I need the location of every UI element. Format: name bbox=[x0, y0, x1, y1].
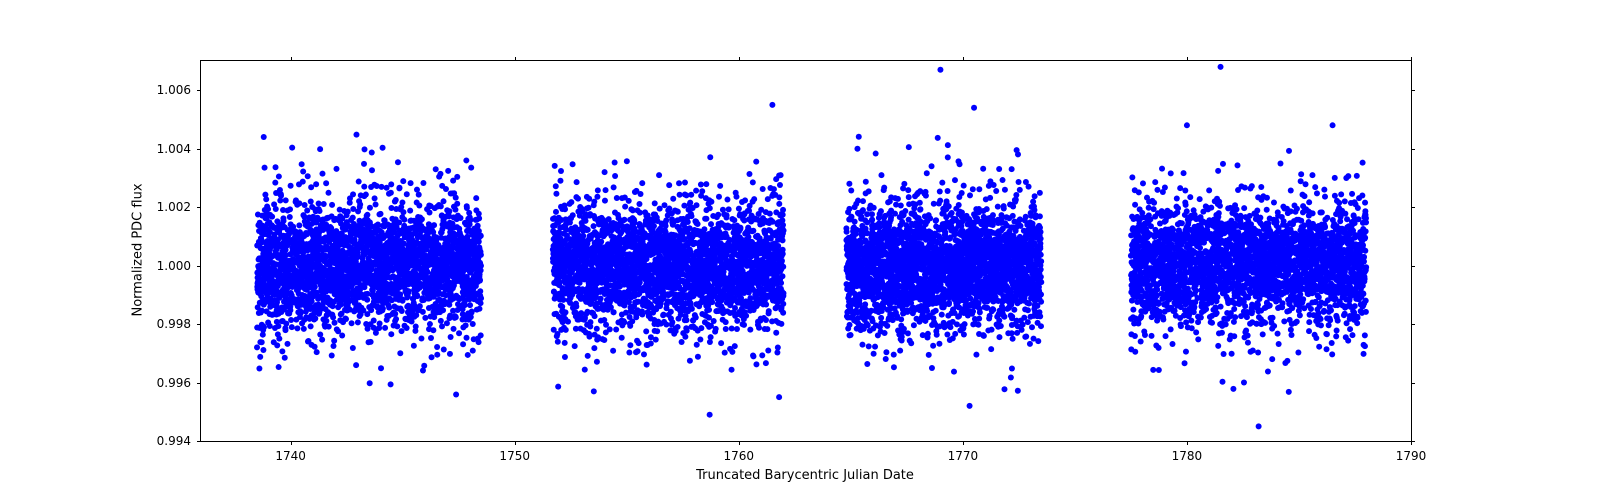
x-tick bbox=[515, 441, 516, 445]
y-tick bbox=[1411, 207, 1415, 208]
plot-area bbox=[201, 61, 1411, 441]
y-tick bbox=[1411, 90, 1415, 91]
y-tick-label: 0.994 bbox=[157, 434, 191, 448]
y-tick bbox=[197, 90, 201, 91]
x-tick-label: 1740 bbox=[275, 449, 306, 463]
y-tick-label: 1.004 bbox=[157, 142, 191, 156]
x-tick bbox=[515, 57, 516, 61]
y-tick bbox=[1411, 149, 1415, 150]
y-tick bbox=[197, 149, 201, 150]
y-tick bbox=[1411, 324, 1415, 325]
x-tick bbox=[1187, 57, 1188, 61]
x-axis-label: Truncated Barycentric Julian Date bbox=[696, 468, 914, 483]
y-tick bbox=[197, 441, 201, 442]
y-tick-label: 1.000 bbox=[157, 259, 191, 273]
y-tick bbox=[197, 324, 201, 325]
y-axis-label: Normalized PDC flux bbox=[131, 183, 146, 316]
figure: 1740 1750 1760 1770 1780 1790 0.994 0.996 0.998 1… bbox=[0, 0, 1600, 500]
y-tick-label: 1.006 bbox=[157, 83, 191, 97]
x-tick bbox=[1187, 441, 1188, 445]
y-tick bbox=[1411, 441, 1415, 442]
x-tick-label: 1790 bbox=[1396, 449, 1427, 463]
scatter-plot-axes: 1740175017601770178017900.9940.9960.9981… bbox=[200, 60, 1412, 442]
y-tick-label: 0.998 bbox=[157, 317, 191, 331]
y-tick-label: 1.002 bbox=[157, 200, 191, 214]
x-tick-label: 1760 bbox=[723, 449, 754, 463]
x-tick bbox=[739, 441, 740, 445]
y-tick-label: 0.996 bbox=[157, 376, 191, 390]
x-tick-label: 1780 bbox=[1172, 449, 1203, 463]
x-tick bbox=[1411, 57, 1412, 61]
x-tick bbox=[963, 57, 964, 61]
x-tick bbox=[291, 441, 292, 445]
scatter-points bbox=[201, 61, 1411, 441]
y-tick bbox=[1411, 383, 1415, 384]
x-tick bbox=[291, 57, 292, 61]
x-tick bbox=[963, 441, 964, 445]
y-tick bbox=[197, 266, 201, 267]
y-tick bbox=[197, 383, 201, 384]
x-tick-label: 1750 bbox=[499, 449, 530, 463]
y-tick bbox=[197, 207, 201, 208]
x-tick-label: 1770 bbox=[948, 449, 979, 463]
x-tick bbox=[739, 57, 740, 61]
y-tick bbox=[1411, 266, 1415, 267]
